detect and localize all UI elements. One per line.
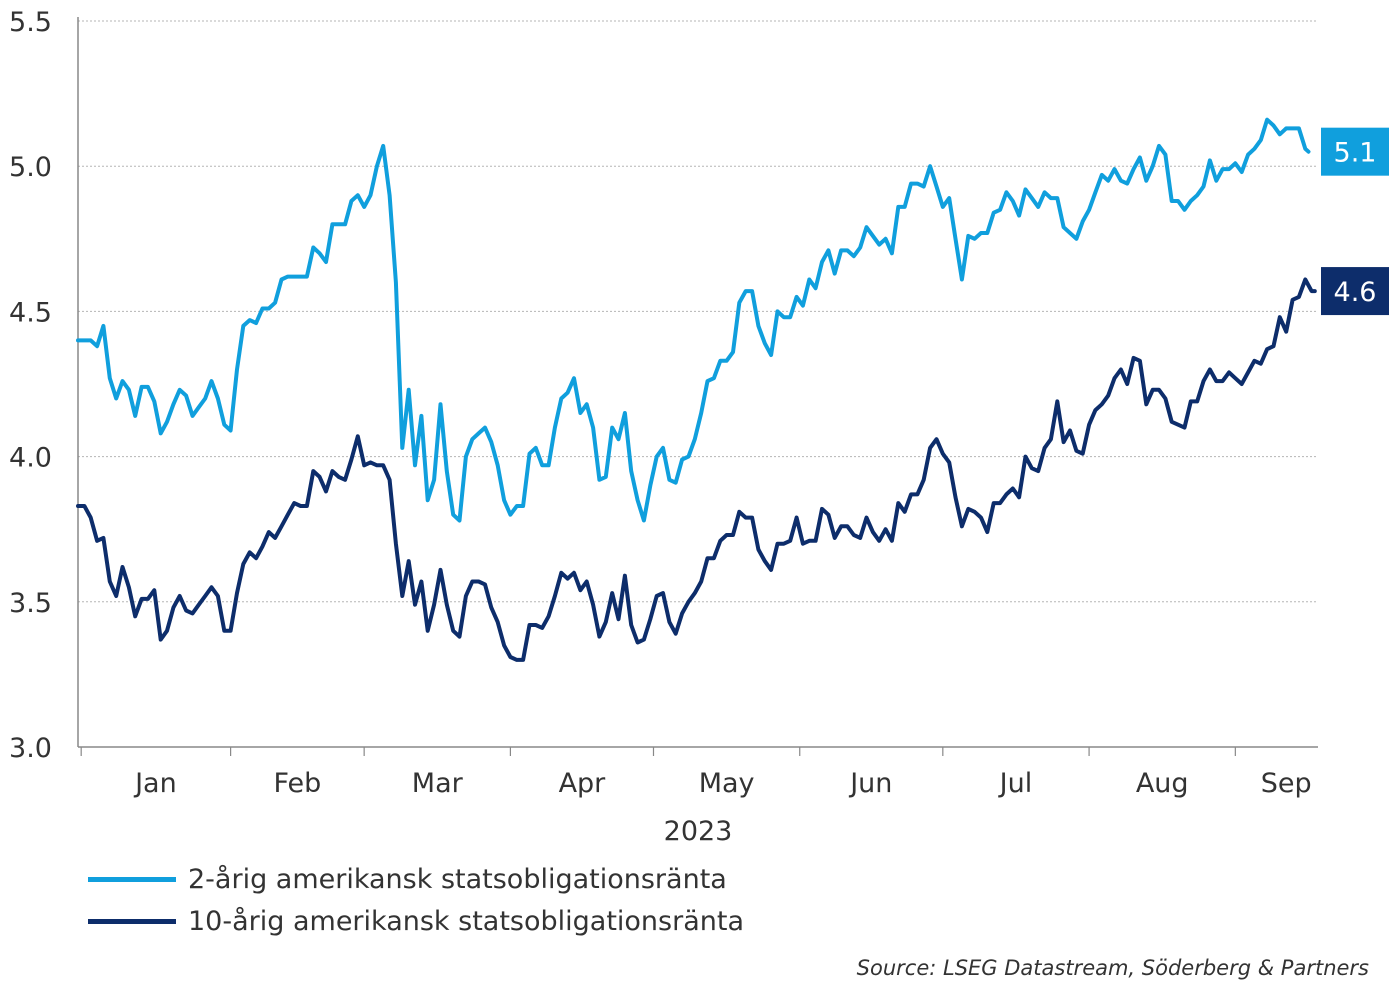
x-tick-label: Jan xyxy=(133,768,177,799)
end-label-value: 4.6 xyxy=(1334,277,1377,308)
x-tick-label: Apr xyxy=(559,768,607,799)
x-tick-label: Feb xyxy=(273,768,321,799)
end-labels: 5.1 4.6 xyxy=(1321,127,1389,316)
x-tick-label: Sep xyxy=(1261,768,1312,799)
gridlines xyxy=(78,20,1318,603)
y-tick-label: 4.5 xyxy=(9,297,52,328)
line-chart: 5.5 5.0 4.5 4.0 3.5 3.0 Jan Feb Mar Apr May Jun Jul A… xyxy=(9,7,1389,847)
series-line xyxy=(76,277,1317,662)
x-tick-label: Aug xyxy=(1136,768,1189,799)
legend-swatch-2y xyxy=(88,876,176,882)
legend-swatch-10y xyxy=(88,918,176,924)
source-note: Source: LSEG Datastream, Söderberg & Par… xyxy=(856,956,1369,980)
series-lines xyxy=(76,117,1317,662)
x-tick-label: May xyxy=(699,768,755,799)
end-label-box xyxy=(1321,127,1389,176)
legend-label-10y: 10-årig amerikansk statsobligationsränta xyxy=(188,905,745,937)
legend: 2-årig amerikansk statsobligationsränta … xyxy=(88,858,744,942)
legend-item-10y: 10-årig amerikansk statsobligationsränta xyxy=(88,900,744,942)
y-tick-label: 3.0 xyxy=(9,733,52,764)
y-tick-label: 3.5 xyxy=(9,588,52,619)
y-tick-label: 4.0 xyxy=(9,443,52,474)
x-axis-label: 2023 xyxy=(664,816,733,847)
y-tick-label: 5.0 xyxy=(9,152,52,183)
end-label-box xyxy=(1321,267,1389,316)
end-label-value: 5.1 xyxy=(1334,138,1377,169)
x-tick-label: Mar xyxy=(412,768,464,799)
axes: 5.5 5.0 4.5 4.0 3.5 3.0 Jan Feb Mar Apr May Jun Jul A… xyxy=(9,7,1318,847)
legend-label-2y: 2-årig amerikansk statsobligationsränta xyxy=(188,863,727,895)
x-tick-label: Jun xyxy=(848,768,892,799)
y-tick-label: 5.5 xyxy=(9,7,52,38)
x-tick-label: Jul xyxy=(998,768,1033,799)
series-line xyxy=(76,117,1311,523)
legend-item-2y: 2-årig amerikansk statsobligationsränta xyxy=(88,858,744,900)
